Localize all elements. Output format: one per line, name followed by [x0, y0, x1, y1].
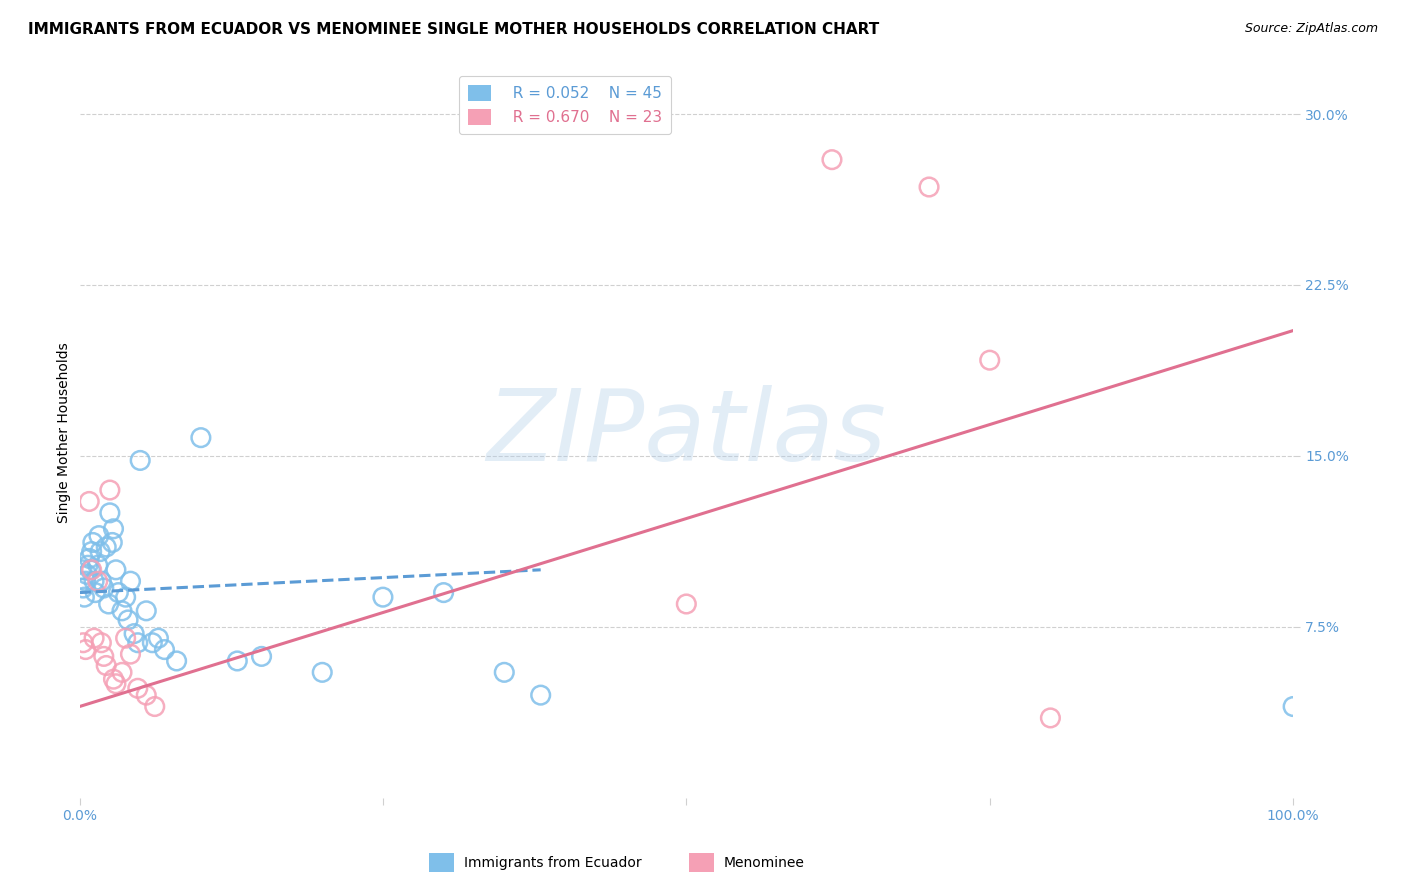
Point — [1282, 699, 1305, 714]
Point — [77, 494, 100, 508]
Point — [107, 585, 129, 599]
Text: Source: ZipAtlas.com: Source: ZipAtlas.com — [1244, 22, 1378, 36]
Point — [90, 636, 112, 650]
Point — [821, 153, 844, 167]
Point — [433, 585, 456, 599]
Point — [111, 604, 134, 618]
Point — [96, 540, 118, 554]
Point — [84, 585, 107, 599]
Point — [114, 590, 136, 604]
Point — [75, 574, 97, 589]
Point — [98, 506, 121, 520]
Point — [530, 688, 553, 702]
Point — [97, 597, 120, 611]
Point — [104, 677, 127, 691]
Text: Immigrants from Ecuador: Immigrants from Ecuador — [464, 855, 641, 870]
Point — [675, 597, 697, 611]
Point — [83, 574, 105, 589]
Point — [82, 535, 104, 549]
Point — [73, 590, 96, 604]
Point — [114, 631, 136, 645]
Point — [72, 636, 94, 650]
Point — [141, 636, 163, 650]
Text: ZIPatlas: ZIPatlas — [486, 384, 886, 482]
Text: Menominee: Menominee — [724, 855, 806, 870]
Point — [93, 581, 115, 595]
Point — [87, 558, 110, 573]
Point — [190, 431, 212, 445]
Point — [135, 688, 157, 702]
Point — [103, 672, 125, 686]
Point — [226, 654, 249, 668]
Point — [250, 649, 273, 664]
Point — [143, 699, 166, 714]
Point — [79, 563, 101, 577]
Point — [76, 567, 98, 582]
Point — [1039, 711, 1062, 725]
Point — [83, 631, 105, 645]
Legend:   R = 0.052    N = 45,   R = 0.670    N = 23: R = 0.052 N = 45, R = 0.670 N = 23 — [458, 76, 671, 134]
Y-axis label: Single Mother Households: Single Mother Households — [58, 343, 72, 524]
Point — [148, 631, 170, 645]
Point — [166, 654, 188, 668]
Point — [122, 626, 145, 640]
Point — [96, 658, 118, 673]
Point — [90, 574, 112, 589]
Point — [72, 581, 94, 595]
Point — [104, 563, 127, 577]
Point — [93, 649, 115, 664]
Point — [70, 563, 93, 577]
Point — [311, 665, 333, 680]
Point — [120, 574, 142, 589]
Point — [77, 558, 100, 573]
Point — [371, 590, 394, 604]
Point — [129, 453, 152, 467]
Point — [103, 522, 125, 536]
Point — [87, 528, 110, 542]
Point — [135, 604, 157, 618]
Text: IMMIGRANTS FROM ECUADOR VS MENOMINEE SINGLE MOTHER HOUSEHOLDS CORRELATION CHART: IMMIGRANTS FROM ECUADOR VS MENOMINEE SIN… — [28, 22, 879, 37]
Point — [979, 353, 1001, 368]
Point — [77, 551, 100, 566]
Point — [80, 544, 103, 558]
Point — [111, 665, 134, 680]
Point — [117, 613, 139, 627]
Point — [87, 574, 110, 589]
Point — [75, 642, 97, 657]
Point — [153, 642, 176, 657]
Point — [494, 665, 516, 680]
Point — [80, 563, 103, 577]
Point — [120, 647, 142, 661]
Point — [127, 636, 149, 650]
Point — [89, 544, 111, 558]
Point — [101, 535, 124, 549]
Point — [98, 483, 121, 497]
Point — [918, 180, 941, 194]
Point — [127, 681, 149, 696]
